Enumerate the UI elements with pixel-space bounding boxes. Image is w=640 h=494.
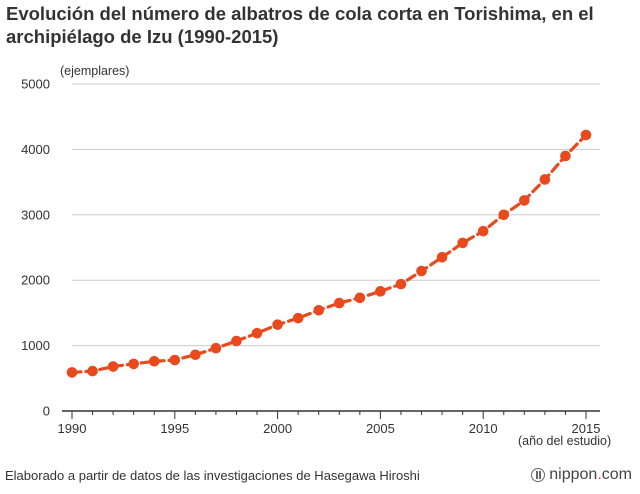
data-point (292, 312, 304, 324)
data-point (498, 209, 510, 221)
data-point (333, 297, 345, 309)
y-tick-label: 4000 (21, 142, 50, 157)
data-point (519, 195, 530, 206)
logo-text: nippon.com (549, 466, 632, 483)
data-point (107, 361, 119, 372)
data-point (539, 174, 551, 185)
x-tick-label: 2015 (572, 421, 601, 436)
y-tick-label: 3000 (21, 207, 50, 222)
x-tick-label: 1990 (58, 421, 87, 436)
data-point (128, 358, 139, 370)
data-point (190, 349, 201, 361)
data-point (251, 327, 263, 339)
y-tick-label: 5000 (21, 77, 50, 92)
data-point (169, 354, 181, 366)
data-point (375, 286, 386, 297)
x-tick-label: 2000 (263, 421, 292, 436)
y-tick-label: 1000 (21, 338, 50, 353)
data-point (148, 355, 160, 367)
nippon-mark-icon (531, 468, 546, 482)
series-line (70, 133, 588, 375)
data-point (457, 237, 468, 249)
data-point (416, 265, 427, 277)
y-tick-label: 2000 (21, 273, 50, 288)
data-point (477, 225, 489, 237)
y-tick-label: 0 (43, 404, 50, 419)
nippon-logo: nippon.com (531, 466, 632, 484)
data-point (560, 150, 571, 162)
data-point (313, 304, 325, 316)
data-point (395, 278, 407, 290)
data-point (231, 335, 242, 347)
data-point (272, 319, 283, 330)
chart-title: Evolución del número de albatros de cola… (6, 3, 594, 47)
data-point (436, 252, 448, 263)
y-axis-label: (ejemplares) (60, 64, 130, 78)
data-point (354, 292, 366, 304)
x-tick-label: 1995 (160, 421, 189, 436)
x-tick-label: 2005 (366, 421, 395, 436)
data-point (210, 342, 222, 354)
x-tick-label: 2010 (469, 421, 498, 436)
data-point (87, 365, 98, 377)
data-point (66, 367, 78, 378)
source-note: Elaborado a partir de datos de las inves… (5, 468, 420, 483)
x-axis-label: (año del estudio) (518, 434, 612, 448)
data-point (580, 129, 592, 141)
